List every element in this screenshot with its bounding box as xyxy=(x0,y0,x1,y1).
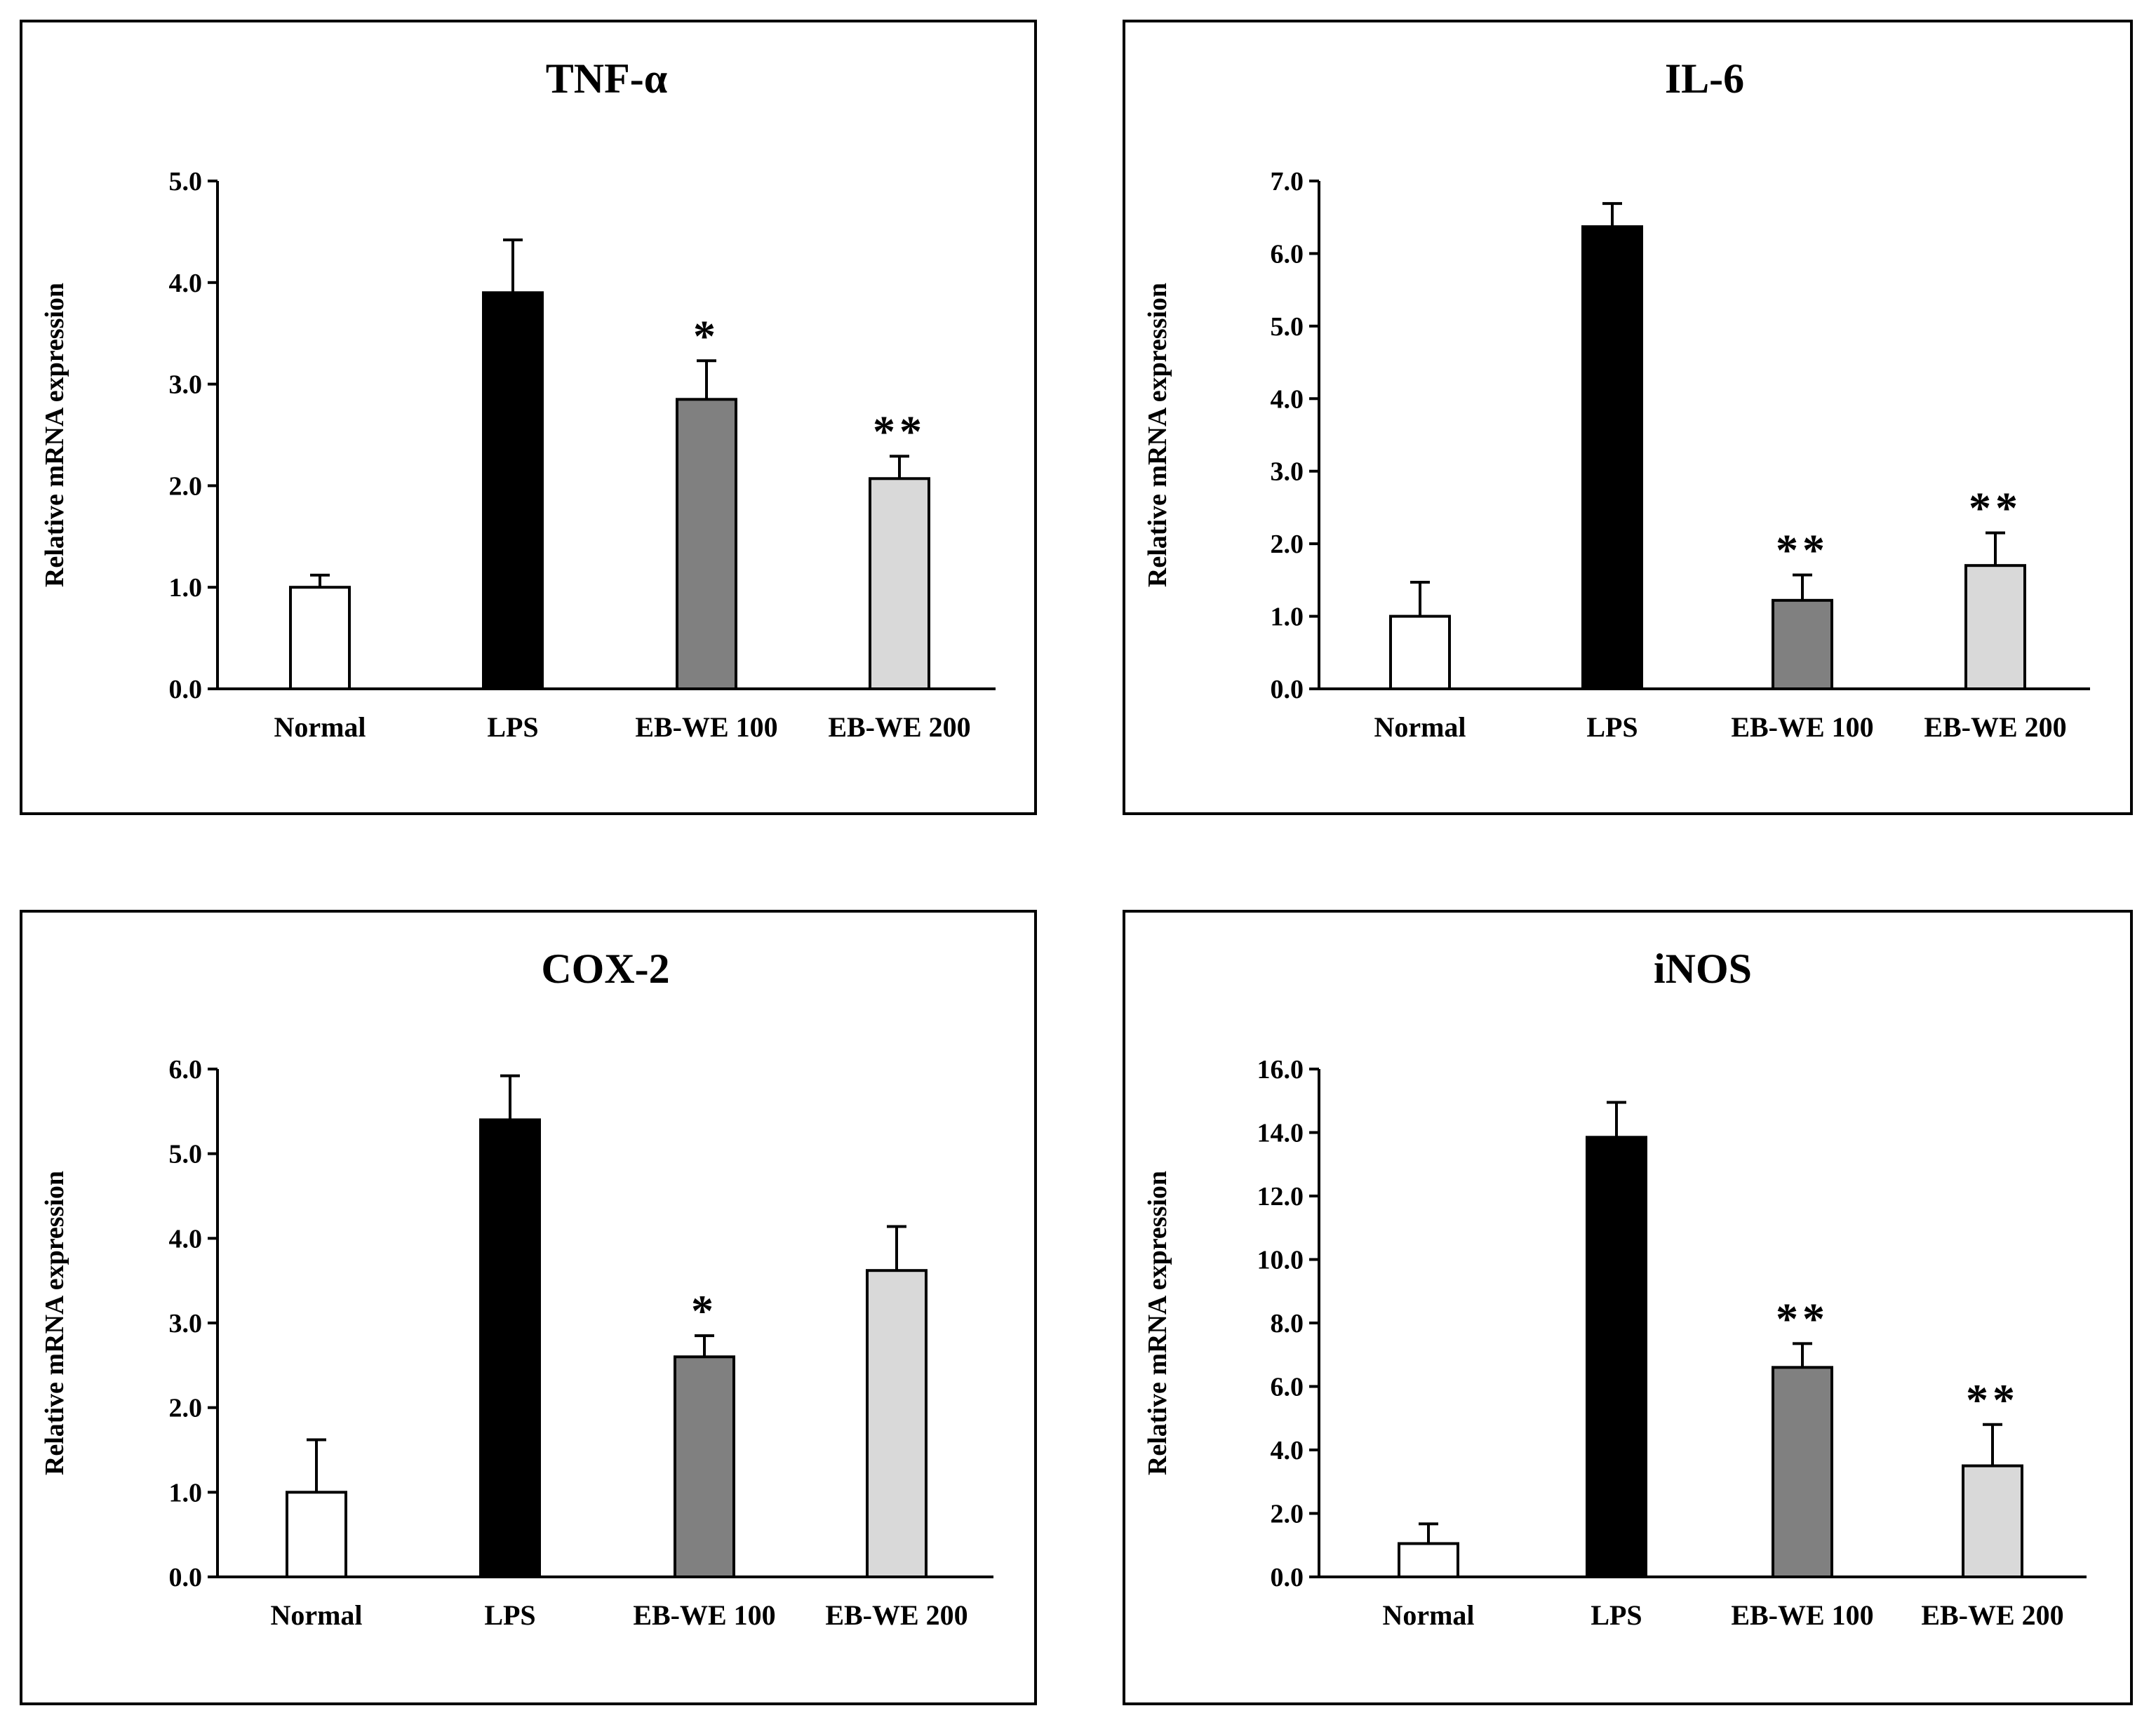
significance-marker: ** xyxy=(1776,525,1829,575)
x-tick-label: EB-WE 200 xyxy=(1924,711,2066,743)
chart-svg: TNF-α Relative mRNA expression 0.0 1.0 2.0 3.… xyxy=(40,55,996,743)
x-tick-label: LPS xyxy=(487,711,538,743)
y-tick-label: 2.0 xyxy=(1271,1500,1304,1529)
x-tick-label: EB-WE 200 xyxy=(1921,1599,2063,1631)
y-tick-label: 0.0 xyxy=(1271,1563,1304,1592)
bar-normal xyxy=(1389,614,1451,690)
x-tick-label: Normal xyxy=(1374,711,1466,743)
chart-title: COX-2 xyxy=(541,946,669,992)
x-tick-label: EB-WE 100 xyxy=(633,1599,775,1631)
bar-eb-we-100 xyxy=(1772,598,1833,690)
bar-eb-we-100 xyxy=(674,1355,735,1578)
y-tick-label: 4.0 xyxy=(169,1224,203,1254)
significance-marker: * xyxy=(691,1286,718,1336)
x-tick-label: LPS xyxy=(1591,1599,1642,1631)
y-tick-label: 3.0 xyxy=(169,1309,203,1338)
y-tick-label: 5.0 xyxy=(169,167,203,196)
y-tick-label: 1.0 xyxy=(169,573,203,603)
bar-eb-we-100 xyxy=(676,398,737,690)
y-tick-label: 4.0 xyxy=(169,269,203,298)
y-tick-label: 8.0 xyxy=(1271,1309,1304,1338)
x-tick-label: EB-WE 100 xyxy=(1731,1599,1873,1631)
chart-panel-il-6: IL-6 Relative mRNA expression 0.0 1.0 2.0 3.0… xyxy=(1123,20,2133,815)
y-tick-label: 7.0 xyxy=(1271,167,1304,196)
bar-lps xyxy=(482,291,544,690)
y-tick-label: 6.0 xyxy=(1271,239,1304,269)
y-tick-label: 1.0 xyxy=(169,1478,203,1507)
bar-lps xyxy=(1581,225,1643,691)
x-tick-label: EB-WE 200 xyxy=(828,711,970,743)
y-axis-label: Relative mRNA expression xyxy=(1143,283,1172,587)
chart-panel-tnf-alpha: TNF-α Relative mRNA expression 0.0 1.0 2.0 3.… xyxy=(20,20,1037,815)
y-tick-label: 2.0 xyxy=(169,471,203,501)
y-tick-label: 10.0 xyxy=(1257,1246,1304,1275)
y-tick-label: 4.0 xyxy=(1271,384,1304,414)
x-tick-label: Normal xyxy=(270,1599,362,1631)
y-tick-label: 2.0 xyxy=(169,1394,203,1423)
y-tick-label: 5.0 xyxy=(1271,312,1304,342)
y-tick-label: 6.0 xyxy=(169,1055,203,1084)
y-tick-label: 0.0 xyxy=(1271,675,1304,704)
bar-eb-we-100 xyxy=(1772,1366,1833,1578)
x-tick-label: LPS xyxy=(1586,711,1638,743)
bar-lps xyxy=(1586,1136,1647,1579)
x-tick-label: Normal xyxy=(274,711,366,743)
y-tick-label: 16.0 xyxy=(1257,1055,1304,1084)
bar-eb-we-200 xyxy=(1964,564,2026,691)
y-axis-label: Relative mRNA expression xyxy=(1143,1171,1172,1475)
significance-marker: ** xyxy=(1969,483,2022,533)
significance-marker: ** xyxy=(873,406,926,456)
chart-panel-inos: iNOS Relative mRNA expression 0.0 2.0 4.0 6.0… xyxy=(1123,910,2133,1705)
significance-marker: ** xyxy=(1966,1375,2019,1425)
y-tick-label: 12.0 xyxy=(1257,1182,1304,1211)
y-tick-label: 0.0 xyxy=(169,675,203,704)
chart-title: TNF-α xyxy=(546,55,667,102)
x-tick-label: EB-WE 200 xyxy=(825,1599,967,1631)
bar-normal xyxy=(289,586,351,691)
x-tick-label: EB-WE 100 xyxy=(635,711,777,743)
chart-svg: COX-2 Relative mRNA expression 0.0 1.0 2.0 3.… xyxy=(40,946,993,1631)
bar-eb-we-200 xyxy=(866,1269,928,1578)
bar-normal xyxy=(1398,1542,1459,1578)
y-tick-label: 2.0 xyxy=(1271,530,1304,559)
x-tick-label: LPS xyxy=(484,1599,535,1631)
significance-marker: ** xyxy=(1776,1294,1829,1343)
y-tick-label: 0.0 xyxy=(169,1563,203,1592)
y-tick-label: 1.0 xyxy=(1271,603,1304,632)
chart-svg: iNOS Relative mRNA expression 0.0 2.0 4.0 6.0… xyxy=(1143,946,2087,1631)
y-axis-label: Relative mRNA expression xyxy=(40,1171,69,1475)
chart-title: iNOS xyxy=(1654,946,1752,992)
bar-eb-we-200 xyxy=(869,477,930,690)
bar-lps xyxy=(479,1118,541,1578)
y-axis-label: Relative mRNA expression xyxy=(40,283,69,587)
bar-eb-we-200 xyxy=(1962,1464,2023,1578)
bar-normal xyxy=(286,1491,347,1578)
y-tick-label: 4.0 xyxy=(1271,1436,1304,1465)
chart-panel-cox-2: COX-2 Relative mRNA expression 0.0 1.0 2.0 3.… xyxy=(20,910,1037,1705)
y-tick-label: 3.0 xyxy=(1271,457,1304,487)
significance-marker: * xyxy=(693,311,720,361)
y-tick-label: 14.0 xyxy=(1257,1119,1304,1148)
y-tick-label: 6.0 xyxy=(1271,1373,1304,1402)
x-tick-label: EB-WE 100 xyxy=(1731,711,1873,743)
chart-title: IL-6 xyxy=(1665,55,1744,102)
y-tick-label: 5.0 xyxy=(169,1140,203,1169)
x-tick-label: Normal xyxy=(1382,1599,1474,1631)
chart-svg: IL-6 Relative mRNA expression 0.0 1.0 2.0 3.0… xyxy=(1143,55,2090,743)
y-tick-label: 3.0 xyxy=(169,370,203,400)
